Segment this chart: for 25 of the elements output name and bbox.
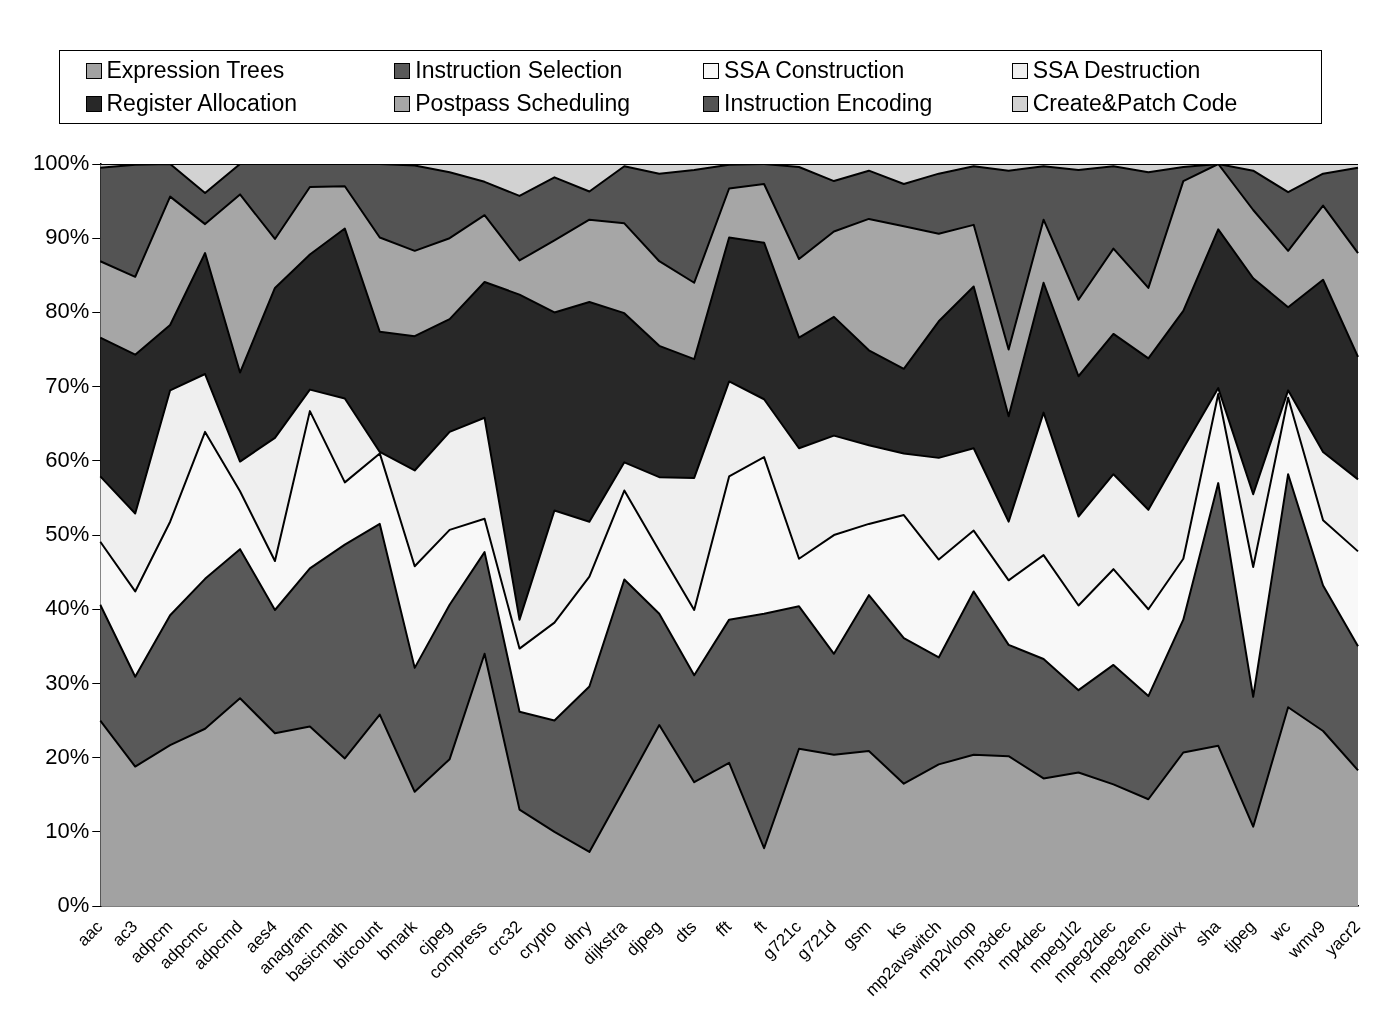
x-tick-label: wc [1265, 916, 1295, 946]
x-tick-label: fft [712, 916, 736, 941]
legend-label: Instruction Selection [415, 57, 623, 84]
y-tick-label: 30% [45, 669, 90, 695]
y-tick-label: 50% [45, 521, 90, 547]
y-tick-label: 60% [45, 446, 90, 472]
y-tick-label: 40% [45, 595, 90, 621]
y-tick-label: 90% [45, 224, 90, 250]
legend-label: Create&Patch Code [1032, 90, 1238, 117]
legend-label: SSA Destruction [1032, 57, 1201, 84]
legend-label: Postpass Scheduling [415, 90, 631, 117]
y-tick-label: 10% [45, 817, 90, 843]
x-tick-label: aac [73, 916, 107, 950]
y-tick-label: 20% [45, 743, 90, 769]
legend-label: Instruction Encoding [724, 90, 933, 117]
x-tick-label: sha [1191, 916, 1225, 950]
legend-label: Register Allocation [106, 90, 297, 117]
legend-label: Expression Trees [106, 57, 285, 84]
y-tick-label: 0% [57, 892, 90, 918]
y-tick-label: 70% [45, 372, 90, 398]
legend-label: SSA Construction [724, 57, 905, 84]
x-tick-label: ft [750, 916, 771, 938]
y-tick-label: 100% [32, 150, 90, 176]
y-tick-label: 80% [45, 298, 90, 324]
x-tick-label: dts [670, 917, 701, 947]
